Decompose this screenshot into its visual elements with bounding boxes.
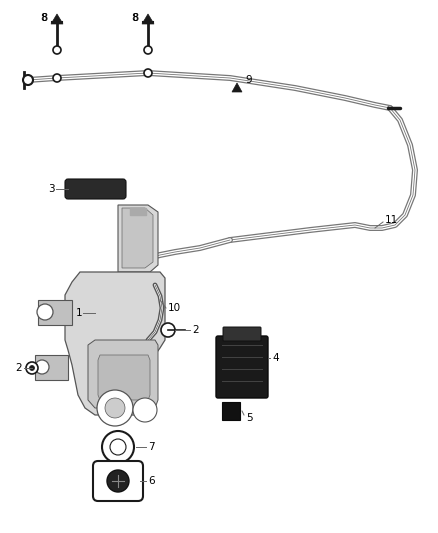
Circle shape	[37, 304, 53, 320]
Text: 2: 2	[15, 363, 21, 373]
Circle shape	[23, 75, 33, 85]
Circle shape	[107, 470, 129, 492]
Circle shape	[144, 69, 152, 77]
Text: 5: 5	[246, 413, 253, 423]
Circle shape	[144, 46, 152, 54]
FancyBboxPatch shape	[93, 461, 143, 501]
Circle shape	[53, 74, 61, 82]
Polygon shape	[98, 355, 150, 400]
Text: 11: 11	[385, 215, 398, 225]
Text: 6: 6	[148, 476, 155, 486]
Polygon shape	[232, 83, 242, 92]
Text: 4: 4	[272, 353, 279, 363]
FancyBboxPatch shape	[65, 179, 126, 199]
Text: 1: 1	[75, 308, 82, 318]
Text: 8: 8	[132, 13, 138, 23]
Circle shape	[29, 366, 35, 370]
Polygon shape	[51, 14, 63, 24]
FancyBboxPatch shape	[223, 327, 261, 341]
Polygon shape	[130, 208, 146, 215]
Circle shape	[97, 390, 133, 426]
Polygon shape	[88, 340, 158, 408]
Polygon shape	[118, 205, 158, 272]
Circle shape	[35, 360, 49, 374]
Circle shape	[102, 431, 134, 463]
Circle shape	[26, 362, 38, 374]
Circle shape	[133, 398, 157, 422]
Polygon shape	[35, 355, 68, 380]
Text: 10: 10	[168, 303, 181, 313]
Text: 8: 8	[132, 13, 138, 23]
Text: 8: 8	[41, 13, 47, 23]
Circle shape	[110, 439, 126, 455]
Text: 3: 3	[48, 184, 55, 194]
FancyBboxPatch shape	[216, 336, 268, 398]
Circle shape	[161, 323, 175, 337]
Text: 8: 8	[41, 13, 47, 23]
Polygon shape	[122, 208, 153, 268]
Circle shape	[53, 46, 61, 54]
Polygon shape	[65, 272, 165, 415]
Polygon shape	[142, 14, 154, 24]
Circle shape	[105, 398, 125, 418]
Text: 2: 2	[192, 325, 198, 335]
Polygon shape	[38, 300, 72, 325]
Text: 9: 9	[245, 75, 251, 85]
FancyBboxPatch shape	[222, 402, 240, 420]
Text: 7: 7	[148, 442, 155, 452]
